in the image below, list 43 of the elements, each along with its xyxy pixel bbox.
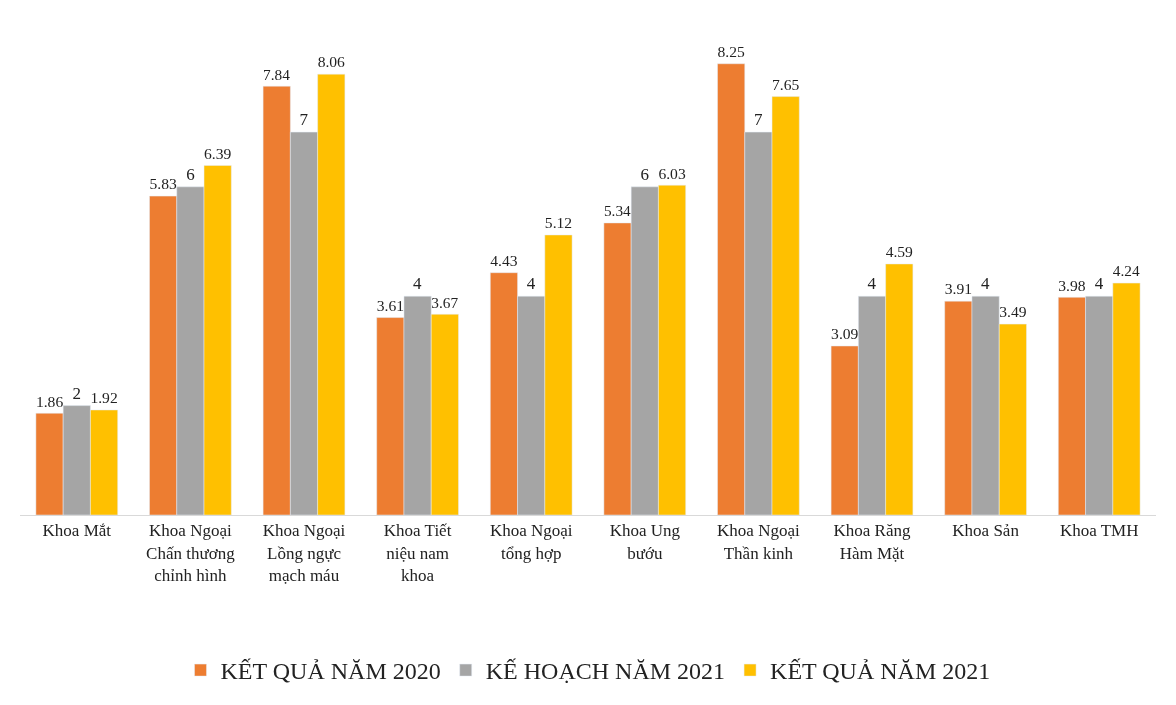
data-label: 3.98 — [1058, 276, 1086, 294]
data-label: 4 — [867, 274, 877, 294]
data-label: 2 — [72, 383, 82, 403]
x-tick-label: Khoa Ngoại Lồng ngực mạch máu — [262, 521, 346, 585]
data-label: 7.65 — [772, 75, 800, 93]
data-label: 3.91 — [944, 280, 972, 298]
data-label: 5.12 — [544, 214, 573, 232]
data-label: 3.61 — [376, 296, 404, 314]
data-label: 6.39 — [204, 144, 232, 162]
x-tick-label: Khoa Ung bướu — [609, 521, 681, 563]
x-tick-label: Khoa Răng Hàm Mặt — [833, 521, 911, 563]
data-label: 8.06 — [317, 53, 346, 71]
legend-label: KẾT QUẢ NĂM 2020 — [220, 658, 441, 685]
data-label: 3.67 — [431, 293, 459, 311]
x-tick-label: Khoa Ngoại Chấn thương chỉnh hình — [146, 521, 236, 585]
data-label: 4 — [526, 274, 536, 294]
data-label: 3.09 — [831, 325, 859, 343]
data-label: 1.92 — [90, 389, 118, 407]
data-label: 5.83 — [149, 175, 177, 193]
data-label: 4.59 — [885, 243, 914, 261]
data-label: 3.49 — [999, 303, 1027, 321]
data-label: 4.24 — [1112, 262, 1140, 280]
data-label: 6.03 — [658, 164, 686, 182]
data-label: 4 — [1094, 274, 1104, 294]
data-label: 4.43 — [490, 252, 518, 270]
x-tick-label: Khoa Tiết niệu nam khoa — [383, 521, 452, 585]
data-label: 7 — [753, 110, 763, 130]
data-label: 6 — [186, 164, 195, 184]
x-tick-label: Khoa Sản — [952, 521, 1020, 541]
data-label: 7.84 — [263, 65, 291, 83]
legend-label: KẾT QUẢ NĂM 2021 — [770, 658, 991, 685]
x-tick-label: Khoa Ngoại tổng hợp — [489, 521, 573, 563]
data-label: 5.34 — [603, 202, 632, 220]
x-tick-label: Khoa TMH — [1059, 521, 1139, 541]
x-tick-label: Khoa Mắt — [42, 521, 112, 541]
data-label: 1.86 — [35, 392, 64, 410]
data-label: 4 — [981, 274, 991, 294]
x-tick-label: Khoa Ngoại Thần kinh — [717, 521, 800, 563]
data-label: 7 — [299, 110, 309, 130]
data-label: 4 — [413, 274, 423, 294]
legend-label: KẾ HOẠCH NĂM 2021 — [485, 658, 726, 685]
data-label: 6 — [640, 164, 650, 184]
data-label: 8.25 — [717, 43, 745, 61]
